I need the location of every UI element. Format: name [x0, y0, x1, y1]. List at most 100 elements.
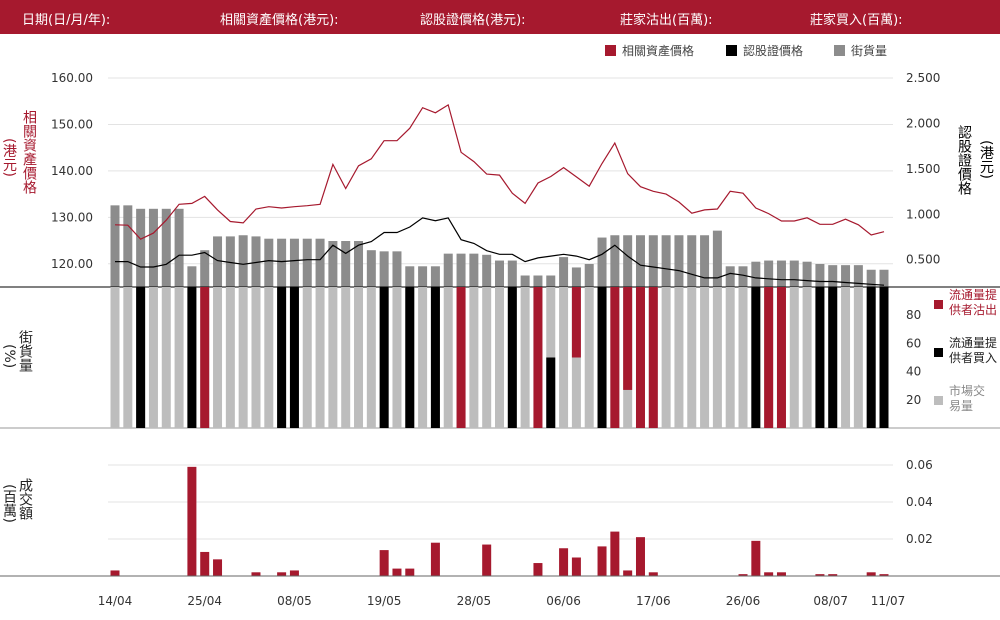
bottom-axis-title-text: 成交額: [17, 478, 33, 520]
right-axis-title: 認股證價格: [955, 125, 975, 195]
mid-axis-title: 街貨量: [16, 330, 36, 372]
lp-buy-bar: [879, 287, 889, 428]
legend-lp-sell-label-line: 流通量提: [949, 287, 997, 302]
outstanding-bar: [379, 251, 389, 287]
turnover-bar: [559, 548, 569, 576]
turnover-bar: [405, 568, 415, 576]
turnover-bar: [751, 540, 761, 576]
lp-outflow-label: 莊家沽出(百萬):: [620, 13, 713, 28]
outstanding-bar: [571, 267, 581, 287]
mid-axis-unit-text: (%): [1, 344, 17, 369]
outstanding-bar: [456, 253, 466, 287]
lp-buy-bar: [546, 357, 556, 428]
market-volume-bar: [418, 287, 428, 428]
outstanding-bar: [559, 257, 569, 287]
market-volume-bar: [482, 287, 492, 428]
outstanding-bar: [687, 235, 697, 287]
date-label: 日期(日/月/年):: [22, 13, 111, 28]
y-right-tick-label: 1.000: [906, 207, 940, 221]
legend-lp-sell-label: 流通量提供者沽出: [949, 287, 997, 317]
y-right-tick-label: 1.500: [906, 162, 940, 176]
market-volume-bar: [225, 287, 235, 428]
warrant-price-label: 認股證價格(港元):: [420, 13, 526, 28]
outstanding-bar: [495, 260, 504, 287]
left-axis-unit-text: (港元): [1, 138, 17, 177]
outstanding-bar: [405, 266, 415, 287]
lp-buy-bar: [751, 287, 761, 428]
outstanding-bar: [482, 254, 492, 287]
turnover-bar: [110, 570, 120, 576]
turnover-bar: [776, 572, 786, 576]
outstanding-bar: [738, 266, 748, 287]
market-volume-bar: [443, 287, 453, 428]
legend-lp-buy-label-line: 流通量提: [949, 335, 997, 350]
left-axis-title-text: 相關資產價格: [21, 110, 37, 194]
market-volume-bar: [495, 287, 504, 428]
market-volume-bar: [712, 287, 722, 428]
turnover-bar: [200, 551, 210, 576]
outstanding-bar: [277, 238, 287, 287]
market-volume-bar: [559, 287, 569, 428]
mid-y-tick-label: 60: [906, 336, 921, 350]
outstanding-bar: [815, 264, 825, 287]
market-volume-bar: [738, 287, 748, 428]
y-right-tick-label: 0.500: [906, 253, 940, 267]
market-volume-bar: [354, 287, 364, 428]
turnover-bar: [251, 572, 261, 576]
market-volume-bar: [123, 287, 133, 428]
outstanding-bar: [546, 275, 556, 287]
lp-buy-bar: [815, 287, 825, 428]
legend-lp-sell-label-line: 供者沽出: [949, 303, 997, 317]
market-volume-bar: [841, 287, 851, 428]
legend-warrant-swatch: [726, 45, 737, 56]
lp-sell-bar: [635, 287, 645, 428]
market-volume-bar: [789, 287, 799, 428]
outstanding-bar: [764, 260, 774, 287]
market-volume-bar: [700, 287, 710, 428]
outstanding-bar: [789, 260, 799, 287]
right-axis-unit-text: (港元): [978, 140, 994, 179]
outstanding-bar: [725, 266, 735, 287]
lp-buy-bar: [597, 287, 607, 428]
market-volume-bar: [674, 287, 684, 428]
outstanding-bar: [712, 230, 722, 287]
legend-underlying-label: 相關資產價格: [622, 43, 694, 58]
outstanding-bar: [213, 236, 223, 287]
lp-sell-bar: [648, 287, 658, 428]
legend-outstanding-label: 街貨量: [851, 43, 887, 58]
mid-axis-title-text: 街貨量: [17, 330, 33, 372]
market-volume-bar: [853, 287, 863, 428]
turnover-bar: [648, 572, 658, 576]
x-tick-label: 25/04: [187, 594, 222, 608]
header-bar: 日期(日/月/年): 相關資產價格(港元): 認股證價格(港元): 莊家沽出(百…: [0, 0, 1000, 34]
outstanding-bar: [841, 265, 851, 287]
underlying-price-label: 相關資產價格(港元):: [220, 13, 339, 28]
bottom-axis-title: 成交額: [16, 478, 36, 520]
market-volume-bar: [366, 287, 376, 428]
outstanding-bar: [161, 208, 171, 287]
outstanding-bar: [289, 238, 299, 287]
lp-buy-bar: [187, 287, 197, 428]
outstanding-bar: [174, 208, 184, 287]
market-volume-bar: [687, 287, 697, 428]
turnover-bar: [277, 572, 287, 576]
market-volume-bar: [161, 287, 171, 428]
outstanding-bar: [828, 265, 838, 287]
outstanding-bar: [238, 235, 248, 287]
x-tick-label: 08/05: [277, 594, 312, 608]
outstanding-bar: [533, 275, 543, 287]
outstanding-bar: [597, 237, 607, 287]
lp-buy-bar: [379, 287, 389, 428]
outstanding-bar: [354, 241, 364, 287]
lp-sell-bar: [533, 287, 543, 428]
market-volume-bar: [469, 287, 479, 428]
outstanding-bar: [315, 238, 325, 287]
market-volume-bar: [174, 287, 184, 428]
bottom-y-tick-label: 0.04: [906, 495, 933, 509]
outstanding-bar: [187, 266, 197, 287]
lp-buy-bar: [277, 287, 287, 428]
legend-lp-buy-label-line: 供者買入: [949, 351, 997, 365]
outstanding-bar: [751, 261, 761, 287]
outstanding-bar: [584, 264, 594, 287]
x-tick-label: 08/07: [813, 594, 848, 608]
